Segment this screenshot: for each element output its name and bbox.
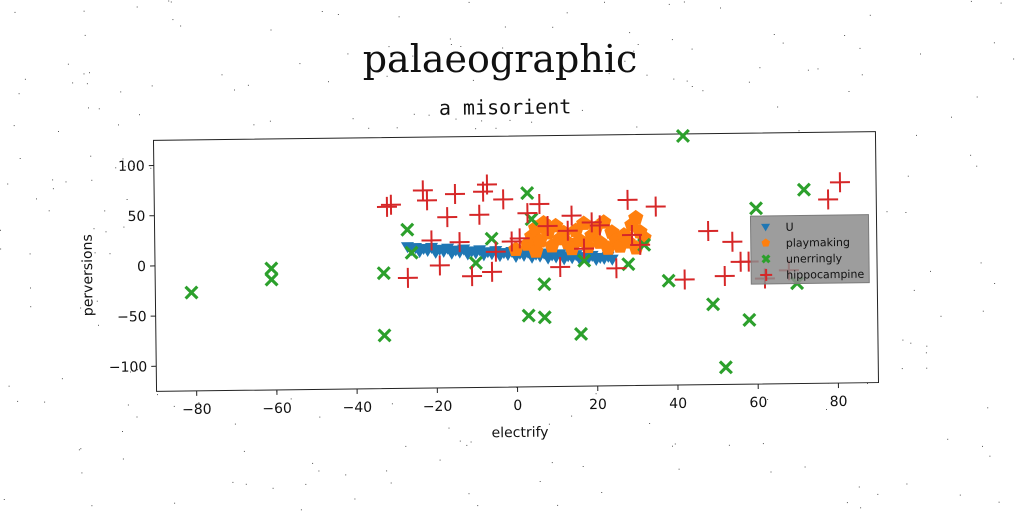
legend-marker-2 — [761, 254, 771, 264]
point-unerringly — [400, 222, 415, 237]
point-hippocampine — [485, 241, 506, 262]
point-u — [605, 254, 619, 266]
point-unerringly — [520, 186, 535, 201]
point-hippocampine — [722, 231, 743, 252]
legend-label: playmaking — [786, 236, 850, 250]
x-tick-label: 60 — [749, 395, 767, 411]
point-hippocampine — [574, 238, 595, 259]
point-hippocampine — [444, 183, 466, 204]
point-unerringly — [742, 312, 757, 327]
point-hippocampine — [550, 256, 571, 277]
x-axis-label: electrify — [492, 425, 549, 442]
point-hippocampine — [698, 221, 719, 242]
point-hippocampine — [517, 203, 538, 224]
point-hippocampine — [606, 258, 627, 279]
point-hippocampine — [529, 193, 550, 214]
point-hippocampine — [437, 207, 458, 228]
point-hippocampine — [617, 189, 638, 210]
point-unerringly — [577, 253, 592, 268]
point-hippocampine — [462, 266, 483, 287]
point-unerringly — [796, 182, 811, 197]
legend-marker-1 — [761, 238, 771, 247]
legend-marker-0 — [761, 223, 771, 232]
y-axis-label: perversions — [80, 234, 97, 316]
point-unerringly — [574, 326, 589, 342]
x-tick-label: 80 — [830, 394, 848, 410]
point-hippocampine — [630, 234, 651, 255]
point-unerringly — [706, 297, 721, 312]
x-tick-label: −80 — [182, 402, 212, 418]
point-hippocampine — [482, 261, 503, 282]
point-hippocampine — [476, 174, 497, 195]
chart-title: a misorient — [439, 94, 572, 120]
legend-label: U — [786, 221, 794, 234]
point-hippocampine — [645, 196, 666, 217]
point-unerringly — [264, 272, 279, 287]
point-unerringly — [748, 201, 764, 216]
y-axis: 100 50 0 −50 −100 — [109, 159, 157, 376]
legend-marker-3 — [760, 268, 773, 281]
point-hippocampine — [416, 190, 438, 211]
point-hippocampine — [469, 204, 490, 225]
point-unerringly — [718, 360, 733, 375]
legend-box — [749, 214, 870, 285]
point-hippocampine — [818, 189, 839, 210]
point-hippocampine — [397, 267, 418, 288]
chart-suptitle: palaeographic — [363, 37, 638, 81]
x-tick-label: 20 — [589, 397, 607, 413]
point-hippocampine — [714, 265, 735, 287]
point-unerringly — [661, 273, 676, 288]
x-tick-label: 0 — [513, 398, 522, 414]
y-tick-label: 0 — [137, 259, 146, 275]
point-unerringly — [404, 245, 419, 260]
point-hippocampine — [581, 212, 602, 233]
point-hippocampine — [674, 269, 695, 290]
point-hippocampine — [537, 215, 558, 236]
legend-label: hippocampine — [786, 268, 864, 282]
x-axis: −80 −60 −40 −20 0 20 40 60 80 — [182, 383, 848, 418]
point-unerringly — [377, 328, 392, 343]
y-tick-label: 100 — [118, 159, 145, 175]
point-unerringly — [537, 277, 552, 292]
x-tick-label: −20 — [423, 399, 453, 415]
legend-label: unerringly — [786, 252, 843, 266]
point-hippocampine — [509, 228, 530, 249]
x-tick-label: 40 — [669, 396, 687, 412]
point-hippocampine — [561, 205, 582, 226]
point-hippocampine — [380, 194, 401, 215]
point-playmaking — [628, 209, 644, 225]
point-hippocampine — [493, 189, 514, 210]
point-hippocampine — [412, 180, 433, 201]
point-unerringly — [675, 128, 690, 144]
point-hippocampine — [589, 215, 610, 236]
point-hippocampine — [621, 224, 643, 245]
point-unerringly — [184, 285, 199, 300]
y-tick-label: 50 — [127, 209, 145, 225]
y-tick-label: −100 — [109, 359, 148, 375]
point-unerringly — [376, 266, 391, 281]
point-hippocampine — [829, 172, 850, 193]
point-unerringly — [264, 261, 279, 276]
point-hippocampine — [376, 196, 397, 217]
point-unerringly — [521, 308, 536, 323]
point-hippocampine — [449, 232, 470, 253]
y-tick-label: −50 — [117, 309, 147, 325]
point-hippocampine — [421, 230, 442, 251]
x-tick-label: −60 — [262, 401, 292, 417]
point-hippocampine — [557, 220, 578, 241]
point-hippocampine — [429, 255, 450, 276]
point-unerringly — [537, 310, 552, 325]
point-hippocampine — [501, 231, 522, 252]
x-tick-label: −40 — [342, 400, 372, 416]
series-3 — [376, 172, 850, 290]
